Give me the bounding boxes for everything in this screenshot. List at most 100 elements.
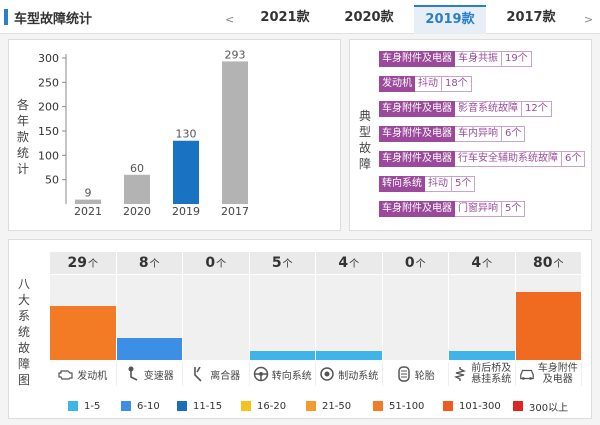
fault-item[interactable]: 车身附件及电器 行车安全辅助系统故障 6个: [379, 151, 586, 167]
system-count-value: 4: [471, 255, 482, 271]
system-label-7[interactable]: 车身附件 及电器: [516, 362, 582, 386]
system-name-line: 车身附件: [537, 363, 578, 374]
system-count-value: 0: [205, 255, 216, 271]
legend-item: 101-300: [443, 399, 501, 413]
system-count-unit: 个: [87, 259, 98, 270]
system-label-5[interactable]: 轮胎: [383, 362, 449, 386]
system-level-bar: [249, 350, 315, 360]
system-level-bar: [515, 292, 581, 360]
fault-description: 行车安全辅助系统故障: [455, 151, 562, 167]
fault-item[interactable]: 转向系统 抖动 5个: [379, 176, 476, 192]
fault-description: 车身共振: [455, 51, 502, 67]
y-tick-label: 250: [38, 76, 59, 89]
bar-value-label: 293: [225, 48, 246, 61]
system-name-line: 悬挂系统: [471, 374, 512, 385]
tab-2021[interactable]: 2021款: [260, 10, 310, 25]
suspension-icon: [452, 366, 468, 382]
fault-item[interactable]: 车身附件及电器 车内异响 6个: [379, 126, 526, 142]
system-count-value: 0: [404, 255, 415, 271]
legend-swatch: [443, 401, 453, 411]
fault-item[interactable]: 车身附件及电器 车身共振 19个: [379, 51, 532, 67]
system-count-unit: 个: [349, 259, 360, 270]
system-count-unit: 个: [149, 259, 160, 270]
system-level-bar: [449, 350, 515, 360]
title-accent: [4, 9, 8, 25]
system-level-column: [249, 275, 316, 360]
system-count-7: 80个: [515, 252, 582, 274]
legend-swatch: [241, 401, 251, 411]
system-level-column: [116, 275, 183, 360]
x-category-label: 2021: [74, 205, 102, 218]
system-name: 转向系统: [271, 370, 312, 382]
legend-item: 16-20: [241, 399, 286, 413]
legend-item: 6-10: [121, 399, 160, 413]
x-category-label: 2020: [123, 205, 151, 218]
system-level-bar: [316, 350, 382, 360]
tab-2019[interactable]: 2019款: [414, 5, 486, 34]
fault-count: 5个: [502, 201, 526, 217]
page-title: 车型故障统计: [14, 12, 93, 27]
system-label-3[interactable]: 转向系统: [250, 362, 316, 386]
y-tick-label: 100: [38, 149, 59, 162]
system-level-column: [515, 275, 582, 360]
system-count-1: 8个: [116, 252, 183, 274]
fault-item[interactable]: 车身附件及电器 门窗异响 5个: [379, 201, 526, 217]
y-tick-label: 200: [38, 101, 59, 114]
legend-swatch: [121, 401, 131, 411]
fault-count: 12个: [522, 101, 552, 117]
fault-description: 车内异响: [455, 126, 502, 142]
fault-category-tag: 车身附件及电器: [379, 151, 455, 167]
system-count-value: 5: [271, 255, 282, 271]
system-level-bar: [50, 306, 116, 360]
fault-category-tag: 车身附件及电器: [379, 126, 455, 142]
fault-category-tag: 车身附件及电器: [379, 201, 455, 217]
legend-label: 21-50: [322, 400, 352, 412]
system-level-column: [50, 275, 117, 360]
fault-item[interactable]: 车身附件及电器 影音系统故障 12个: [379, 101, 552, 117]
year-bar-chart: 50 100 150 200 250 300 9 2021 60 2020 130 2019 293 20…: [38, 48, 249, 218]
fault-item[interactable]: 发动机 抖动 18个: [379, 76, 472, 92]
prev-arrow-icon[interactable]: <: [225, 13, 235, 26]
system-level-column: [183, 275, 250, 360]
system-level-column: [316, 275, 383, 360]
system-label-4[interactable]: 制动系统: [316, 362, 383, 386]
system-name: 发动机: [77, 370, 108, 382]
typical-faults-side-label: 典型故障: [358, 109, 371, 171]
system-name: 轮胎: [414, 370, 435, 382]
system-label-1[interactable]: 变速器: [117, 362, 183, 386]
steering-wheel-icon: [253, 366, 269, 382]
next-arrow-icon[interactable]: >: [584, 13, 594, 26]
fault-count: 6个: [502, 126, 526, 142]
typical-faults-list: 车身附件及电器 车身共振 19个 发动机 抖动 18个 车身附件及电器 影音系统故障 12个 车身…: [379, 51, 589, 221]
system-level-column: [449, 275, 516, 360]
fault-description: 抖动: [415, 76, 442, 92]
legend-swatch: [177, 401, 187, 411]
system-label-0[interactable]: 发动机: [50, 362, 117, 386]
tab-2017[interactable]: 2017款: [506, 10, 556, 25]
legend-label: 11-15: [193, 400, 223, 412]
system-count-value: 80: [533, 255, 553, 271]
tab-2020[interactable]: 2020款: [344, 10, 394, 25]
bar-2019: [173, 140, 199, 204]
legend-item: 21-50: [306, 399, 351, 413]
fault-count: 5个: [452, 176, 476, 192]
fault-description: 影音系统故障: [455, 101, 522, 117]
fault-count: 6个: [562, 151, 586, 167]
system-count-4: 4个: [316, 252, 383, 274]
system-count-2: 0个: [183, 252, 250, 274]
brake-icon: [319, 366, 335, 382]
system-count-0: 29个: [50, 252, 117, 274]
system-label-2[interactable]: 离合器: [183, 362, 250, 386]
legend-label: 1-5: [84, 400, 101, 412]
legend-label: 300以上: [529, 402, 569, 414]
legend-swatch: [513, 401, 523, 411]
x-category-label: 2019: [172, 205, 200, 218]
bar-2017: [222, 61, 248, 205]
system-label-6[interactable]: 前后桥及 悬挂系统: [449, 362, 516, 386]
engine-icon: [58, 366, 74, 382]
system-level-bar: [116, 337, 182, 360]
system-name: 变速器: [143, 370, 174, 382]
bar-value-label: 130: [176, 128, 197, 141]
system-count-6: 4个: [449, 252, 516, 274]
legend-swatch: [68, 401, 78, 411]
